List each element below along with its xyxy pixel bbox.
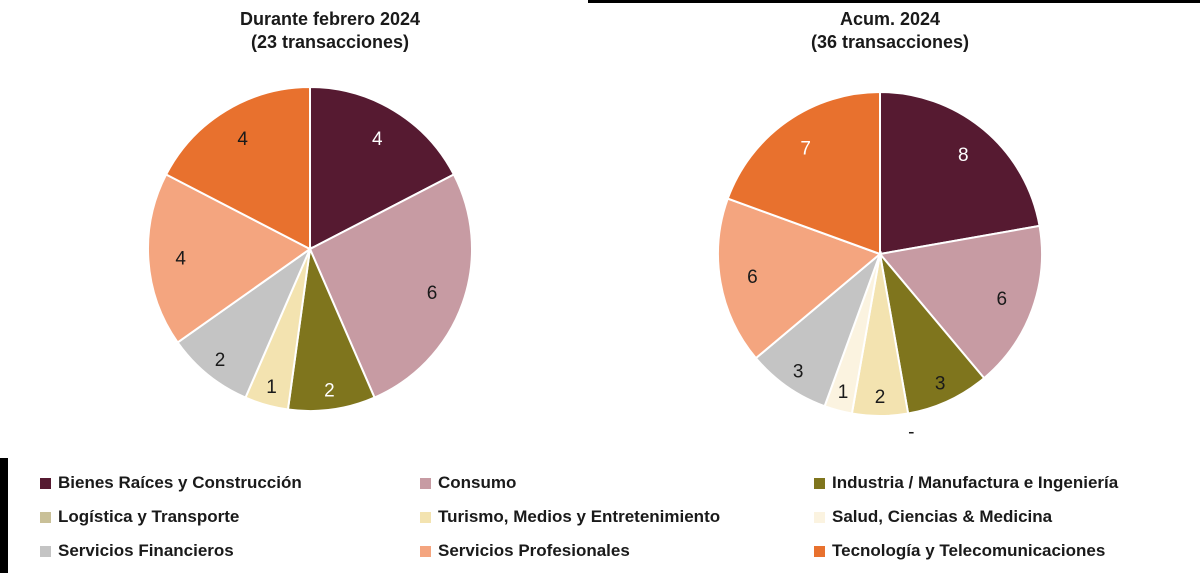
- pie-value-label-bienes-raices-y-construccion: 8: [958, 145, 969, 166]
- legend-label-turismo-medios-y-entretenimiento: Turismo, Medios y Entretenimiento: [438, 507, 721, 526]
- pie-slice-bienes-raices-y-construccion: [879, 90, 1041, 256]
- legend-marker-tecnologia-y-telecomunicaciones: [814, 545, 825, 557]
- pie-slice-tecnologia-y-telecomunicaciones: [726, 90, 881, 256]
- legend-label-servicios-profesionales: Servicios Profesionales: [438, 541, 630, 560]
- pie-value-label-tecnologia-y-telecomunicaciones: 7: [800, 138, 811, 159]
- legend-label-consumo: Consumo: [438, 473, 517, 492]
- pie-zero-label-logistica-y-transporte: -: [908, 422, 914, 443]
- legend-marker-industria-manufactura-e-ingenieria: [814, 477, 825, 489]
- pie-value-label-industria-manufactura-e-ingenieria: 2: [324, 381, 335, 402]
- pie-chart-durante-febrero-2024: 4 6 2 1 2 4 4: [147, 85, 473, 412]
- pie-slice-consumo: [878, 224, 1043, 380]
- right-chart-title-line2: (36 transacciones): [810, 32, 970, 52]
- legend-label-industria-manufactura-e-ingenieria: Industria / Manufactura e Ingeniería: [832, 473, 1119, 492]
- pie-slice-bienes-raices-y-construccion: [309, 85, 456, 251]
- legend-item-tecnologia-y-telecomunicaciones: Tecnología y Telecomunicaciones: [814, 540, 1105, 562]
- pie-chart-acum-2024: 8 6 3 - 2 1 3 6 7: [717, 90, 1043, 443]
- pie-value-label-turismo-medios-y-entretenimiento: 1: [266, 377, 277, 398]
- legend-item-industria-manufactura-e-ingenieria: Industria / Manufactura e Ingeniería: [814, 472, 1118, 494]
- pie-value-label-tecnologia-y-telecomunicaciones: 4: [237, 129, 248, 150]
- legend-label-bienes-raices-y-construccion: Bienes Raíces y Construcción: [58, 473, 302, 492]
- pie-value-label-consumo: 6: [427, 283, 438, 304]
- pie-slice-servicios-profesionales: [147, 173, 312, 344]
- pie-slice-tecnologia-y-telecomunicaciones: [164, 85, 311, 251]
- pie-value-label-servicios-profesionales: 4: [175, 248, 186, 269]
- legend-marker-consumo: [420, 477, 431, 489]
- pie-value-label-servicios-financieros: 3: [793, 361, 804, 382]
- legend-item-salud-ciencias-medicina: Salud, Ciencias & Medicina: [814, 506, 1052, 528]
- pie-slice-industria-manufactura-e-ingenieria: [286, 245, 376, 412]
- pie-value-label-servicios-financieros: 2: [215, 350, 226, 371]
- pie-value-label-servicios-profesionales: 6: [747, 267, 758, 288]
- legend-marker-bienes-raices-y-construccion: [40, 477, 51, 489]
- legend-label-salud-ciencias-medicina: Salud, Ciencias & Medicina: [832, 507, 1053, 526]
- legend: Bienes Raíces y Construcción Consumo Indus…: [0, 472, 1200, 573]
- pie-value-label-consumo: 6: [997, 289, 1008, 310]
- legend-item-servicios-financieros: Servicios Financieros: [40, 540, 234, 562]
- legend-marker-turismo-medios-y-entretenimiento: [420, 511, 431, 523]
- left-chart-title: Durante febrero 2024 (23 transacciones): [130, 8, 530, 54]
- legend-item-servicios-profesionales: Servicios Profesionales: [420, 540, 630, 562]
- legend-label-servicios-financieros: Servicios Financieros: [58, 541, 234, 560]
- pie-value-label-bienes-raices-y-construccion: 4: [372, 129, 383, 150]
- legend-marker-salud-ciencias-medicina: [814, 511, 825, 523]
- pie-value-label-salud-ciencias-medicina: 1: [838, 382, 849, 403]
- pie-slice-servicios-profesionales: [717, 197, 882, 360]
- legend-marker-servicios-financieros: [40, 545, 51, 557]
- legend-label-tecnologia-y-telecomunicaciones: Tecnología y Telecomunicaciones: [832, 541, 1106, 560]
- legend-item-consumo: Consumo: [420, 472, 516, 494]
- pie-value-label-turismo-medios-y-entretenimiento: 2: [875, 387, 886, 408]
- left-chart-title-line2: (23 transacciones): [250, 32, 410, 52]
- left-edge-bar: [0, 458, 8, 573]
- pie-slice-servicios-financieros: [176, 246, 313, 399]
- pie-value-label-industria-manufactura-e-ingenieria: 3: [935, 374, 946, 395]
- legend-marker-logistica-y-transporte: [40, 511, 51, 523]
- left-chart-title-line1: Durante febrero 2024: [239, 9, 421, 29]
- right-chart-title-line1: Acum. 2024: [839, 9, 941, 29]
- legend-item-turismo-medios-y-entretenimiento: Turismo, Medios y Entretenimiento: [420, 506, 720, 528]
- legend-label-logistica-y-transporte: Logística y Transporte: [58, 507, 240, 526]
- right-chart-title: Acum. 2024 (36 transacciones): [690, 8, 1090, 54]
- legend-item-logistica-y-transporte: Logística y Transporte: [40, 506, 239, 528]
- top-divider-rule: [588, 0, 1200, 3]
- legend-marker-servicios-profesionales: [420, 545, 431, 557]
- legend-item-bienes-raices-y-construccion: Bienes Raíces y Construcción: [40, 472, 302, 494]
